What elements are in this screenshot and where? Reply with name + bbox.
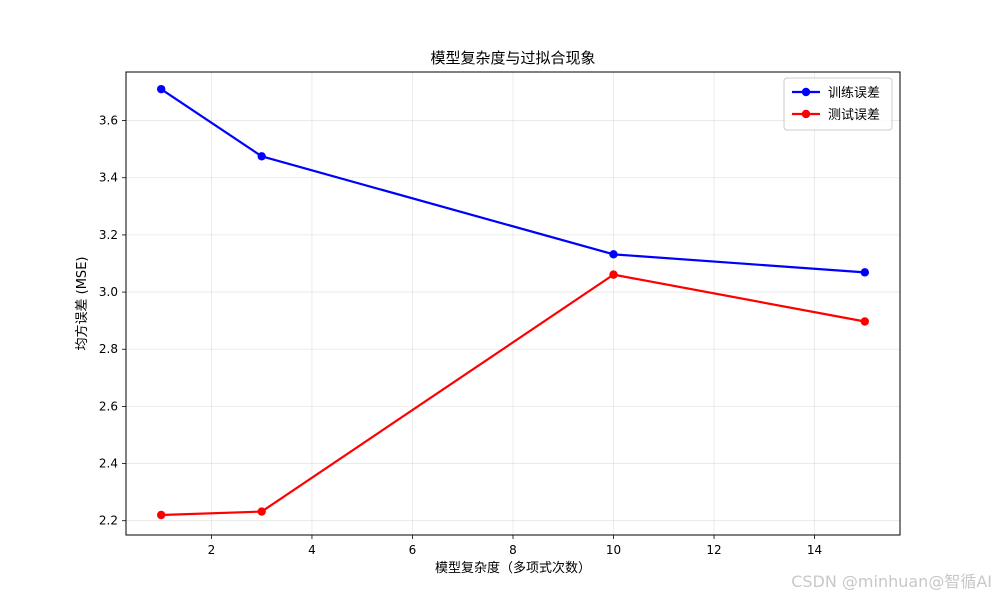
x-tick-label: 6 — [409, 543, 417, 557]
x-tick-label: 10 — [606, 543, 621, 557]
x-tick-label: 8 — [509, 543, 517, 557]
legend-label-1: 测试误差 — [828, 108, 880, 123]
y-tick-label: 2.6 — [99, 399, 118, 413]
y-tick-label: 2.4 — [99, 457, 118, 471]
x-axis-title: 模型复杂度（多项式次数） — [435, 560, 591, 576]
series-line-1 — [161, 273, 866, 517]
y-tick-label: 3.4 — [99, 171, 118, 185]
data-point-1-3 — [860, 317, 870, 326]
data-point-0-2 — [609, 250, 618, 259]
legend-marker-0 — [801, 87, 811, 97]
x-tick-label: 4 — [308, 543, 316, 557]
legend-marker-1 — [801, 109, 811, 119]
y-tick-label: 2.8 — [99, 342, 118, 356]
series-line-0 — [160, 88, 865, 274]
data-point-0-0 — [156, 84, 166, 94]
x-tick-label: 2 — [208, 543, 216, 557]
data-point-0-3 — [860, 268, 870, 277]
grid — [126, 72, 900, 535]
x-tick-label: 12 — [706, 543, 721, 557]
y-axis-title: 均方误差 (MSE) — [74, 257, 90, 351]
plot-frame — [125, 71, 901, 536]
watermark: CSDN @minhuan@智循AI — [791, 572, 992, 591]
axis-ticks: 2 4 6 8 10 12 14 2.2 2.4 2.6 2.8 3.0 3.2 3.4 3.6 — [99, 114, 822, 557]
y-tick-label: 3.6 — [99, 114, 118, 128]
data-point-1-1 — [257, 507, 266, 516]
chart-title: 模型复杂度与过拟合现象 — [430, 49, 595, 67]
legend-label-0: 训练误差 — [828, 86, 880, 101]
data-point-0-1 — [257, 152, 266, 161]
x-tick-label: 14 — [807, 543, 822, 557]
y-tick-label: 2.2 — [99, 514, 118, 528]
data-point-1-2 — [609, 270, 618, 279]
y-tick-label: 3.2 — [99, 228, 118, 242]
y-tick-label: 3.0 — [99, 285, 118, 299]
data-point-1-0 — [156, 510, 166, 520]
series-group — [156, 84, 870, 520]
